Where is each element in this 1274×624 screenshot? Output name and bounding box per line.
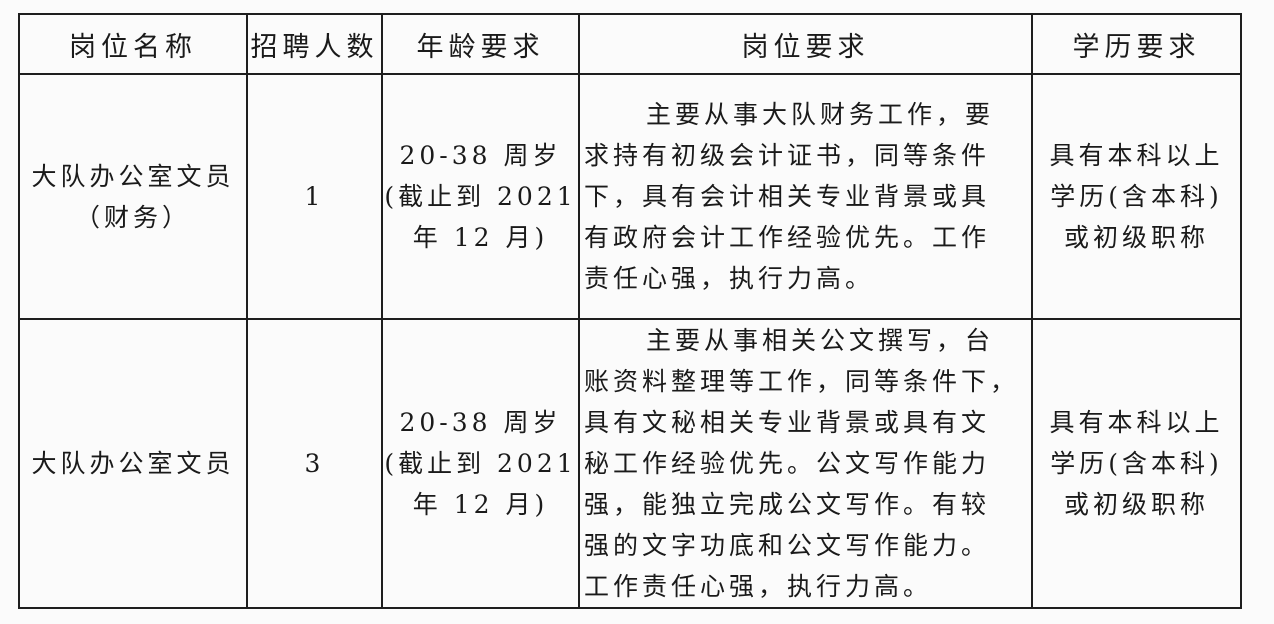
text-line: 或初级职称 bbox=[1063, 490, 1209, 519]
text-line: (截止到 2021 bbox=[384, 449, 577, 478]
cell-age: 20-38 周岁 (截止到 2021 年 12 月) bbox=[381, 318, 580, 609]
text-line: 账资料整理等工作，同等条件下， bbox=[584, 367, 1020, 396]
text-line: 20-38 周岁 bbox=[399, 141, 562, 170]
text-line: 年 12 月) bbox=[412, 223, 549, 252]
text-line: 求持有初级会计证书，同等条件 bbox=[584, 141, 991, 170]
text-line: 学历(含本科) bbox=[1050, 182, 1223, 211]
header-position: 岗位名称 bbox=[18, 13, 248, 75]
text-line: 下，具有会计相关专业背景或具 bbox=[584, 182, 991, 211]
cell-requirement: 主要从事相关公文撰写，台 账资料整理等工作，同等条件下， 具有文秘相关专业背景或… bbox=[578, 318, 1033, 609]
cell-requirement: 主要从事大队财务工作，要 求持有初级会计证书，同等条件 下，具有会计相关专业背景… bbox=[578, 73, 1033, 320]
cell-position: 大队办公室文员 bbox=[18, 318, 248, 609]
text-line: 大队办公室文员 bbox=[31, 161, 235, 191]
table-row: 大队办公室文员 3 20-38 周岁 (截止到 2021 年 12 月) 主要从… bbox=[18, 318, 1242, 609]
text-line: 强，能独立完成公文写作。有较 bbox=[584, 490, 991, 519]
cell-education: 具有本科以上 学历(含本科) 或初级职称 bbox=[1031, 73, 1242, 320]
header-age: 年龄要求 bbox=[381, 13, 580, 75]
header-education: 学历要求 bbox=[1031, 13, 1242, 75]
text-line: 主要从事大队财务工作，要 bbox=[646, 100, 995, 129]
cell-position: 大队办公室文员 （财务） bbox=[18, 73, 248, 320]
text-line: 学历(含本科) bbox=[1050, 449, 1223, 478]
table-row: 大队办公室文员 （财务） 1 20-38 周岁 (截止到 2021 年 12 月… bbox=[18, 73, 1242, 320]
text-line: 工作责任心强，执行力高。 bbox=[584, 572, 933, 601]
text-line: 大队办公室文员 bbox=[31, 449, 235, 478]
text-line: (截止到 2021 bbox=[384, 182, 577, 211]
text-line: 责任心强，执行力高。 bbox=[584, 264, 875, 293]
text-line: 或初级职称 bbox=[1063, 223, 1209, 252]
text-line: 秘工作经验优先。公文写作能力 bbox=[584, 449, 991, 478]
header-requirement: 岗位要求 bbox=[578, 13, 1033, 75]
text-line: 有政府会计工作经验优先。工作 bbox=[584, 223, 991, 252]
text-line: 强的文字功底和公文写作能力。 bbox=[584, 531, 991, 560]
header-row: 岗位名称 招聘人数 年龄要求 岗位要求 学历要求 bbox=[18, 13, 1242, 75]
text-line: （财务） bbox=[74, 202, 191, 232]
cell-count: 3 bbox=[246, 318, 383, 609]
cell-age: 20-38 周岁 (截止到 2021 年 12 月) bbox=[381, 73, 580, 320]
text-line: 年 12 月) bbox=[412, 490, 549, 519]
text-line: 主要从事相关公文撰写，台 bbox=[646, 326, 995, 355]
recruitment-table: 岗位名称 招聘人数 年龄要求 岗位要求 学历要求 大队办公室文员 （财务） 1 … bbox=[18, 13, 1242, 609]
text-line: 具有本科以上 bbox=[1049, 408, 1224, 437]
text-line: 具有本科以上 bbox=[1049, 141, 1224, 170]
cell-education: 具有本科以上 学历(含本科) 或初级职称 bbox=[1031, 318, 1242, 609]
text-line: 具有文秘相关专业背景或具有文 bbox=[584, 408, 991, 437]
header-count: 招聘人数 bbox=[246, 13, 383, 75]
cell-count: 1 bbox=[246, 73, 383, 320]
text-line: 20-38 周岁 bbox=[399, 408, 562, 437]
